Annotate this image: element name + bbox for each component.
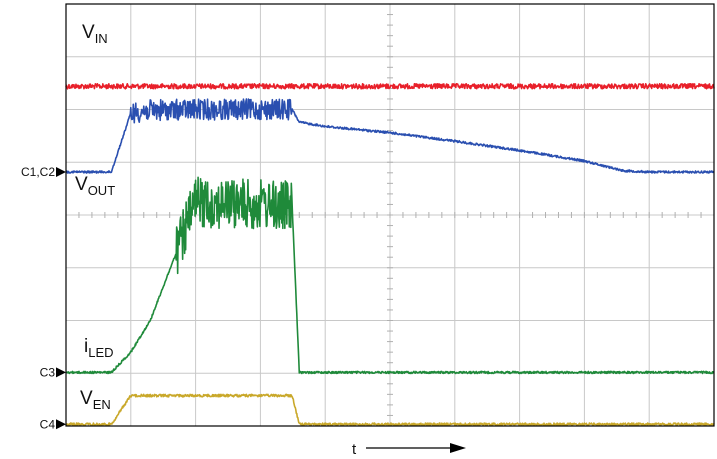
ven-label-sub: EN xyxy=(93,397,111,412)
trace-vin xyxy=(65,82,715,90)
plot-frame xyxy=(65,3,715,427)
trace-label-vin: VIN xyxy=(82,22,108,46)
channel-marker-arrow xyxy=(56,166,66,177)
channel-marker-arrow xyxy=(56,367,66,378)
vin-label-sub: IN xyxy=(95,31,108,46)
channel-marker-label: C3 xyxy=(40,365,56,379)
trace-vout xyxy=(65,98,715,174)
x-axis-label: t xyxy=(352,441,357,458)
channel-marker-label: C1,C2 xyxy=(21,165,55,179)
trace-label-iled: iLED xyxy=(84,336,114,360)
trace-ven xyxy=(65,393,715,427)
channel-marker: C1,C2 xyxy=(21,165,66,179)
iled-label-main: i xyxy=(84,336,88,357)
vin-label-main: V xyxy=(82,22,95,43)
trace-iled xyxy=(65,176,715,375)
channel-marker-label: C4 xyxy=(40,417,56,431)
channel-marker: C3 xyxy=(40,365,66,379)
channel-markers: C1,C2 C3 C4 xyxy=(21,165,66,431)
ven-label-main: V xyxy=(80,388,93,409)
iled-label-sub: LED xyxy=(88,345,113,360)
traces xyxy=(65,82,715,427)
graticule xyxy=(65,3,715,427)
trace-label-ven: VEN xyxy=(80,388,111,412)
vout-label-main: V xyxy=(75,174,88,195)
time-arrow-head xyxy=(450,443,466,453)
channel-marker: C4 xyxy=(40,417,66,431)
channel-marker-arrow xyxy=(56,419,66,430)
vout-label-sub: OUT xyxy=(88,183,116,198)
trace-label-vout: VOUT xyxy=(75,174,115,198)
